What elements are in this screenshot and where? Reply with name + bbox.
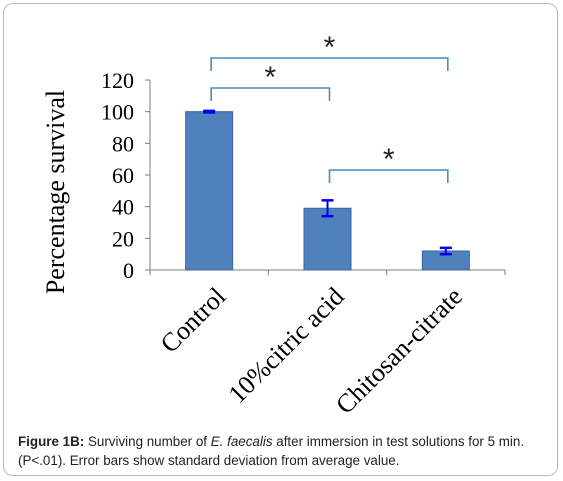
category-label-2: 10%citric acid [223, 282, 350, 409]
figure-caption: Figure 1B: Surviving number of E. faecal… [18, 432, 548, 470]
bar-1 [185, 111, 234, 271]
y-tick-label: 0 [123, 258, 134, 283]
figure-frame [3, 3, 558, 476]
category-label-1: Control [155, 282, 232, 359]
significance-bracket-3 [328, 169, 449, 183]
bar-2 [303, 207, 352, 271]
y-tick-label: 40 [112, 195, 134, 220]
y-tick-label: 60 [112, 163, 134, 188]
category-label-3: Chitosan-citrate [330, 282, 468, 420]
y-axis-title: Percentage survival [41, 90, 70, 294]
y-tick-label: 80 [112, 131, 134, 156]
significance-star-1: * [324, 31, 336, 64]
significance-bracket-1 [210, 57, 449, 71]
significance-bracket-2 [210, 87, 331, 101]
caption-text-after: after immersion in test solutions for 5 … [18, 434, 525, 468]
significance-star-2: * [264, 61, 276, 94]
y-tick-label: 20 [112, 226, 134, 251]
caption-text-before: Surviving number of [84, 434, 211, 449]
significance-star-3: * [383, 143, 395, 176]
y-tick-label: 100 [101, 100, 134, 125]
caption-species: E. faecalis [210, 434, 273, 449]
caption-label: Figure 1B: [18, 434, 85, 449]
bar-chart: 0 20 40 60 80 100 120 Percentage survival Contro… [41, 31, 506, 420]
y-tick-label: 120 [101, 68, 134, 93]
